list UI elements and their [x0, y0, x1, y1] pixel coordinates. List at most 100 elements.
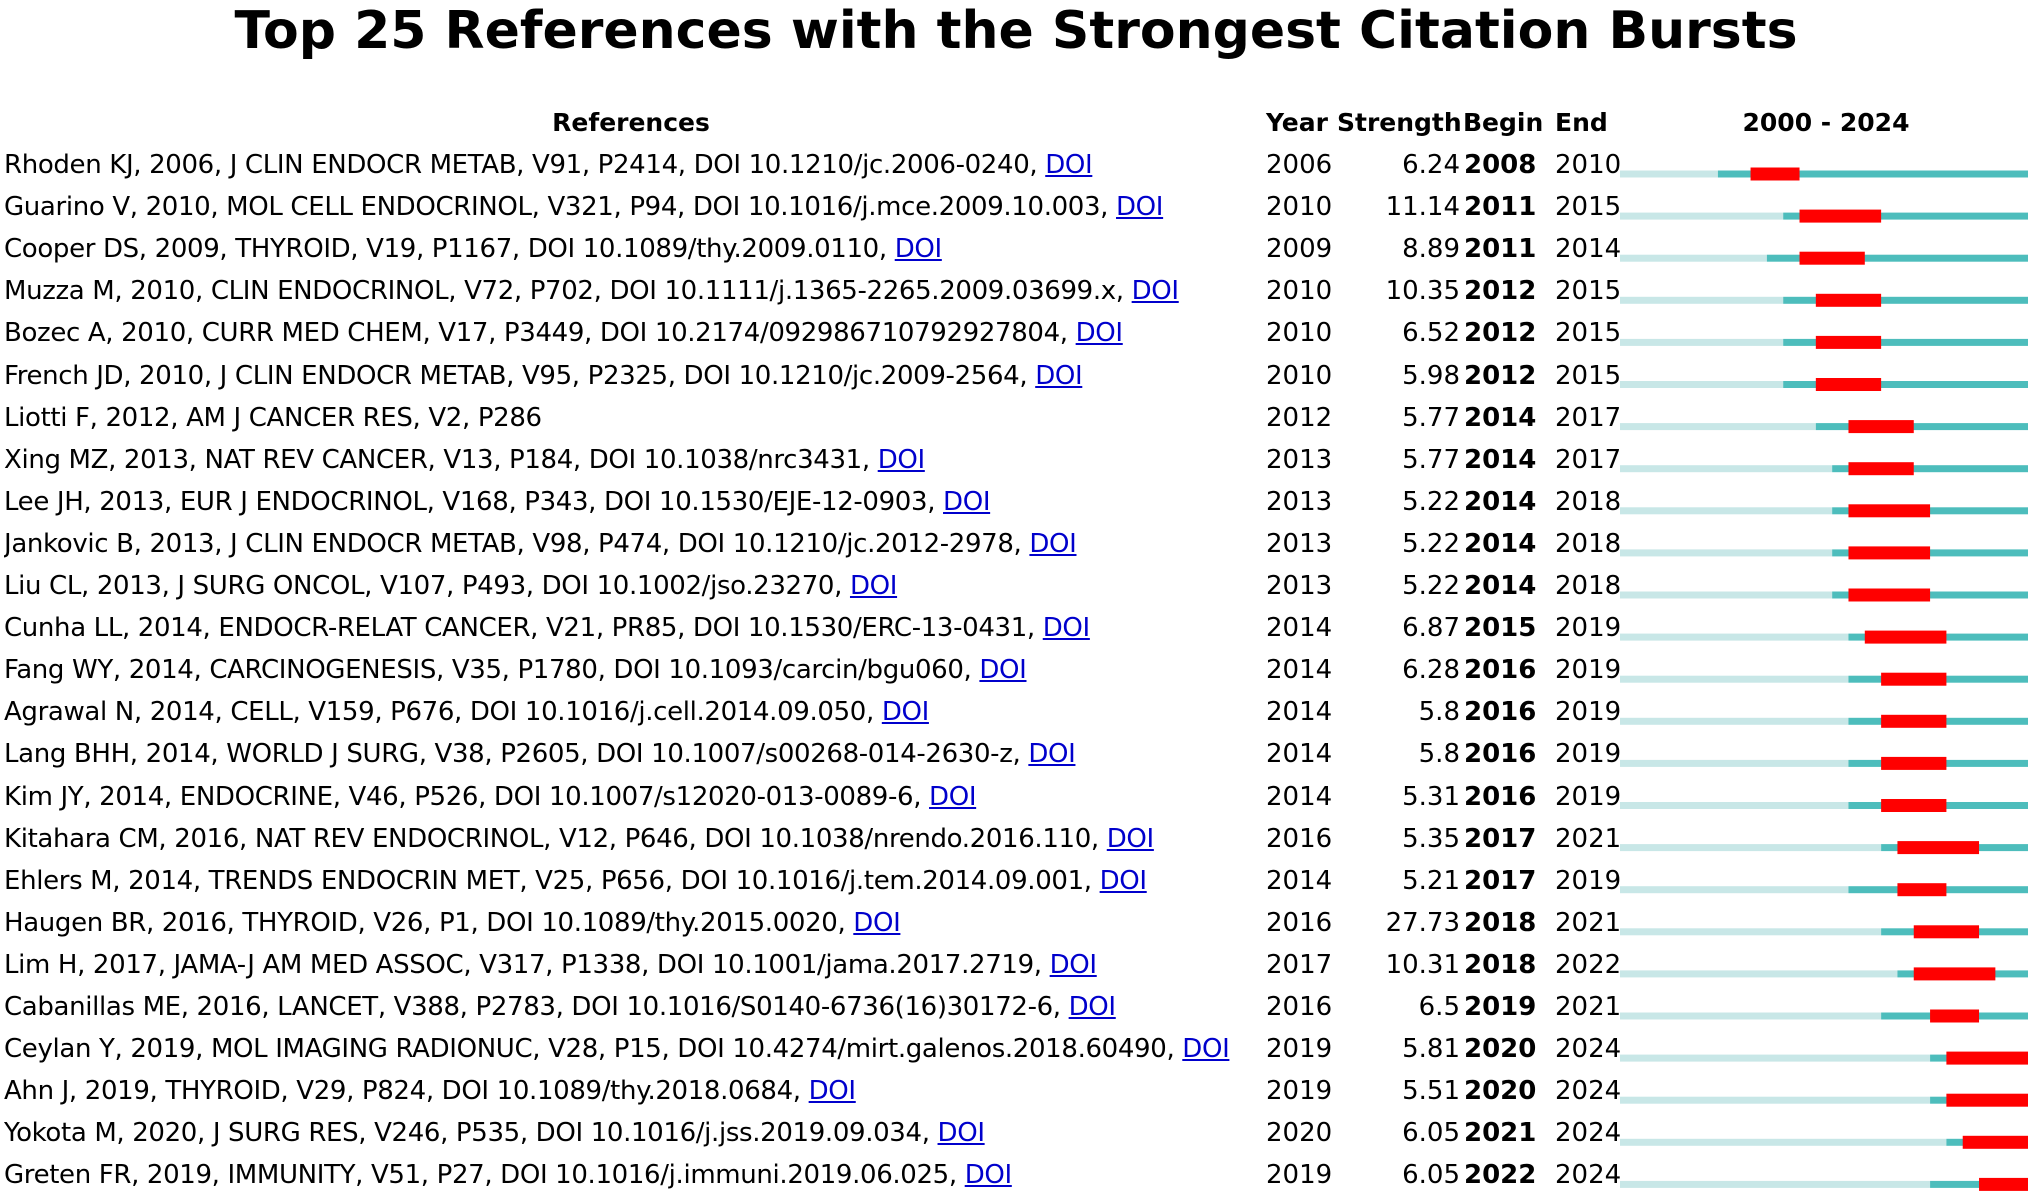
timeline-segment-after-publication: [1832, 591, 2028, 599]
doi-link[interactable]: DOI: [881, 697, 929, 728]
begin-cell: 2011: [1464, 234, 1537, 265]
timeline-segment-after-publication: [1832, 507, 2028, 515]
strength-cell: 6.24: [1402, 150, 1460, 180]
burst-bar: [1913, 925, 1980, 939]
begin-cell: 2014: [1464, 571, 1537, 601]
begin-cell: 2017: [1464, 823, 1537, 854]
timeline-segment-before-publication: [1620, 507, 1833, 515]
timeline-segment-after-publication: [1717, 170, 2028, 178]
end-cell: 2015: [1555, 192, 1622, 223]
timeline-segment-before-publication: [1620, 802, 1849, 809]
doi-link[interactable]: DOI: [1029, 528, 1077, 559]
timeline-segment-before-publication: [1620, 1096, 1931, 1104]
table-row: Greten FR, 2019, IMMUNITY, V51, P27, DOI…: [0, 1154, 2032, 1196]
column-header-begin: Begin: [1463, 108, 1544, 137]
burst-bar: [1897, 883, 1947, 897]
doi-link[interactable]: DOI: [1042, 613, 1090, 644]
reference-text: French JD, 2010, J CLIN ENDOCR METAB, V9…: [4, 360, 1036, 391]
reference-citation: Greten FR, 2019, IMMUNITY, V51, P27, DOI…: [4, 1154, 1258, 1196]
table-row: Yokota M, 2020, J SURG RES, V246, P535, …: [0, 1112, 2032, 1154]
doi-link[interactable]: DOI: [1028, 739, 1076, 770]
doi-link[interactable]: DOI: [808, 1076, 856, 1107]
reference-citation: Xing MZ, 2013, NAT REV CANCER, V13, P184…: [4, 439, 1258, 481]
doi-link[interactable]: DOI: [853, 907, 901, 938]
doi-link[interactable]: DOI: [1049, 949, 1097, 980]
year-cell: 2013: [1266, 444, 1333, 475]
doi-link[interactable]: DOI: [964, 1160, 1012, 1191]
begin-cell: 2014: [1464, 486, 1537, 517]
table-row: Guarino V, 2010, MOL CELL ENDOCRINOL, V3…: [0, 186, 2032, 228]
timeline-segment-before-publication: [1620, 633, 1849, 641]
timeline-segment-before-publication: [1620, 717, 1849, 725]
reference-citation: Muzza M, 2010, CLIN ENDOCRINOL, V72, P70…: [4, 270, 1258, 312]
doi-link[interactable]: DOI: [929, 781, 977, 812]
column-header-timeline-range: 2000 - 2024: [1742, 108, 1910, 137]
table-row: Lee JH, 2013, EUR J ENDOCRINOL, V168, P3…: [0, 481, 2032, 523]
doi-link[interactable]: DOI: [979, 655, 1027, 686]
reference-text: Xing MZ, 2013, NAT REV CANCER, V13, P184…: [4, 444, 878, 475]
column-header-strength: Strength: [1337, 108, 1462, 137]
timeline-segment-before-publication: [1620, 886, 1849, 894]
reference-citation: Guarino V, 2010, MOL CELL ENDOCRINOL, V3…: [4, 186, 1258, 228]
begin-cell: 2018: [1464, 907, 1537, 938]
reference-citation: Jankovic B, 2013, J CLIN ENDOCR METAB, V…: [4, 523, 1258, 565]
table-row: Ehlers M, 2014, TRENDS ENDOCRIN MET, V25…: [0, 860, 2032, 902]
timeline-segment-after-publication: [1783, 338, 2028, 346]
table-row: Muzza M, 2010, CLIN ENDOCRINOL, V72, P70…: [0, 270, 2032, 312]
reference-text: Yokota M, 2020, J SURG RES, V246, P535, …: [4, 1118, 938, 1149]
begin-cell: 2020: [1464, 1076, 1537, 1107]
burst-bar: [1913, 967, 1996, 981]
strength-cell: 11.14: [1385, 192, 1460, 223]
timeline-segment-before-publication: [1620, 1054, 1931, 1062]
doi-link[interactable]: DOI: [1035, 360, 1083, 391]
end-cell: 2018: [1555, 486, 1622, 517]
end-cell: 2019: [1555, 697, 1622, 728]
doi-link[interactable]: DOI: [1068, 992, 1116, 1022]
begin-cell: 2019: [1464, 992, 1537, 1022]
burst-bar: [1946, 1051, 2028, 1065]
doi-link[interactable]: DOI: [1045, 150, 1093, 180]
doi-link[interactable]: DOI: [1099, 865, 1147, 896]
table-row: Liotti F, 2012, AM J CANCER RES, V2, P28…: [0, 397, 2032, 439]
reference-text: Liotti F, 2012, AM J CANCER RES, V2, P28…: [4, 402, 542, 433]
doi-link[interactable]: DOI: [894, 234, 942, 265]
timeline-segment-after-publication: [1832, 549, 2028, 557]
begin-cell: 2017: [1464, 865, 1537, 896]
chart-title: Top 25 References with the Strongest Cit…: [234, 1, 1798, 61]
doi-link[interactable]: DOI: [849, 571, 898, 601]
begin-cell: 2008: [1464, 150, 1537, 180]
doi-link[interactable]: DOI: [1106, 823, 1154, 854]
timeline-segment-before-publication: [1620, 465, 1833, 473]
begin-cell: 2016: [1464, 739, 1537, 770]
end-cell: 2024: [1555, 1160, 1622, 1191]
doi-link[interactable]: DOI: [1116, 192, 1164, 223]
burst-bar: [1864, 630, 1947, 644]
reference-citation: Ehlers M, 2014, TRENDS ENDOCRIN MET, V25…: [4, 860, 1258, 902]
doi-link[interactable]: DOI: [1131, 276, 1179, 307]
burst-bar: [1979, 1177, 2028, 1191]
doi-link[interactable]: DOI: [1182, 1034, 1230, 1065]
year-cell: 2013: [1266, 528, 1333, 559]
reference-citation: Bozec A, 2010, CURR MED CHEM, V17, P3449…: [4, 312, 1258, 354]
burst-bar: [1848, 504, 1931, 518]
doi-link[interactable]: DOI: [943, 486, 991, 517]
year-cell: 2019: [1266, 1076, 1333, 1107]
timeline-segment-after-publication: [1783, 381, 2028, 388]
end-cell: 2015: [1555, 276, 1622, 307]
reference-citation: Fang WY, 2014, CARCINOGENESIS, V35, P178…: [4, 649, 1258, 691]
doi-link[interactable]: DOI: [877, 444, 925, 475]
table-row: Kitahara CM, 2016, NAT REV ENDOCRINOL, V…: [0, 818, 2032, 860]
begin-cell: 2015: [1464, 613, 1537, 644]
begin-cell: 2012: [1464, 276, 1537, 307]
table-row: Jankovic B, 2013, J CLIN ENDOCR METAB, V…: [0, 523, 2032, 565]
timeline-segment-before-publication: [1620, 928, 1882, 936]
strength-cell: 5.31: [1402, 781, 1460, 812]
reference-citation: Kim JY, 2014, ENDOCRINE, V46, P526, DOI …: [4, 776, 1258, 818]
doi-link[interactable]: DOI: [1075, 318, 1123, 349]
reference-text: Ahn J, 2019, THYROID, V29, P824, DOI 10.…: [4, 1076, 809, 1107]
burst-bar: [1881, 799, 1947, 812]
reference-citation: Ahn J, 2019, THYROID, V29, P824, DOI 10.…: [4, 1070, 1258, 1112]
table-row: Bozec A, 2010, CURR MED CHEM, V17, P3449…: [0, 312, 2032, 354]
timeline-segment-after-publication: [1783, 212, 2028, 220]
doi-link[interactable]: DOI: [937, 1118, 985, 1149]
